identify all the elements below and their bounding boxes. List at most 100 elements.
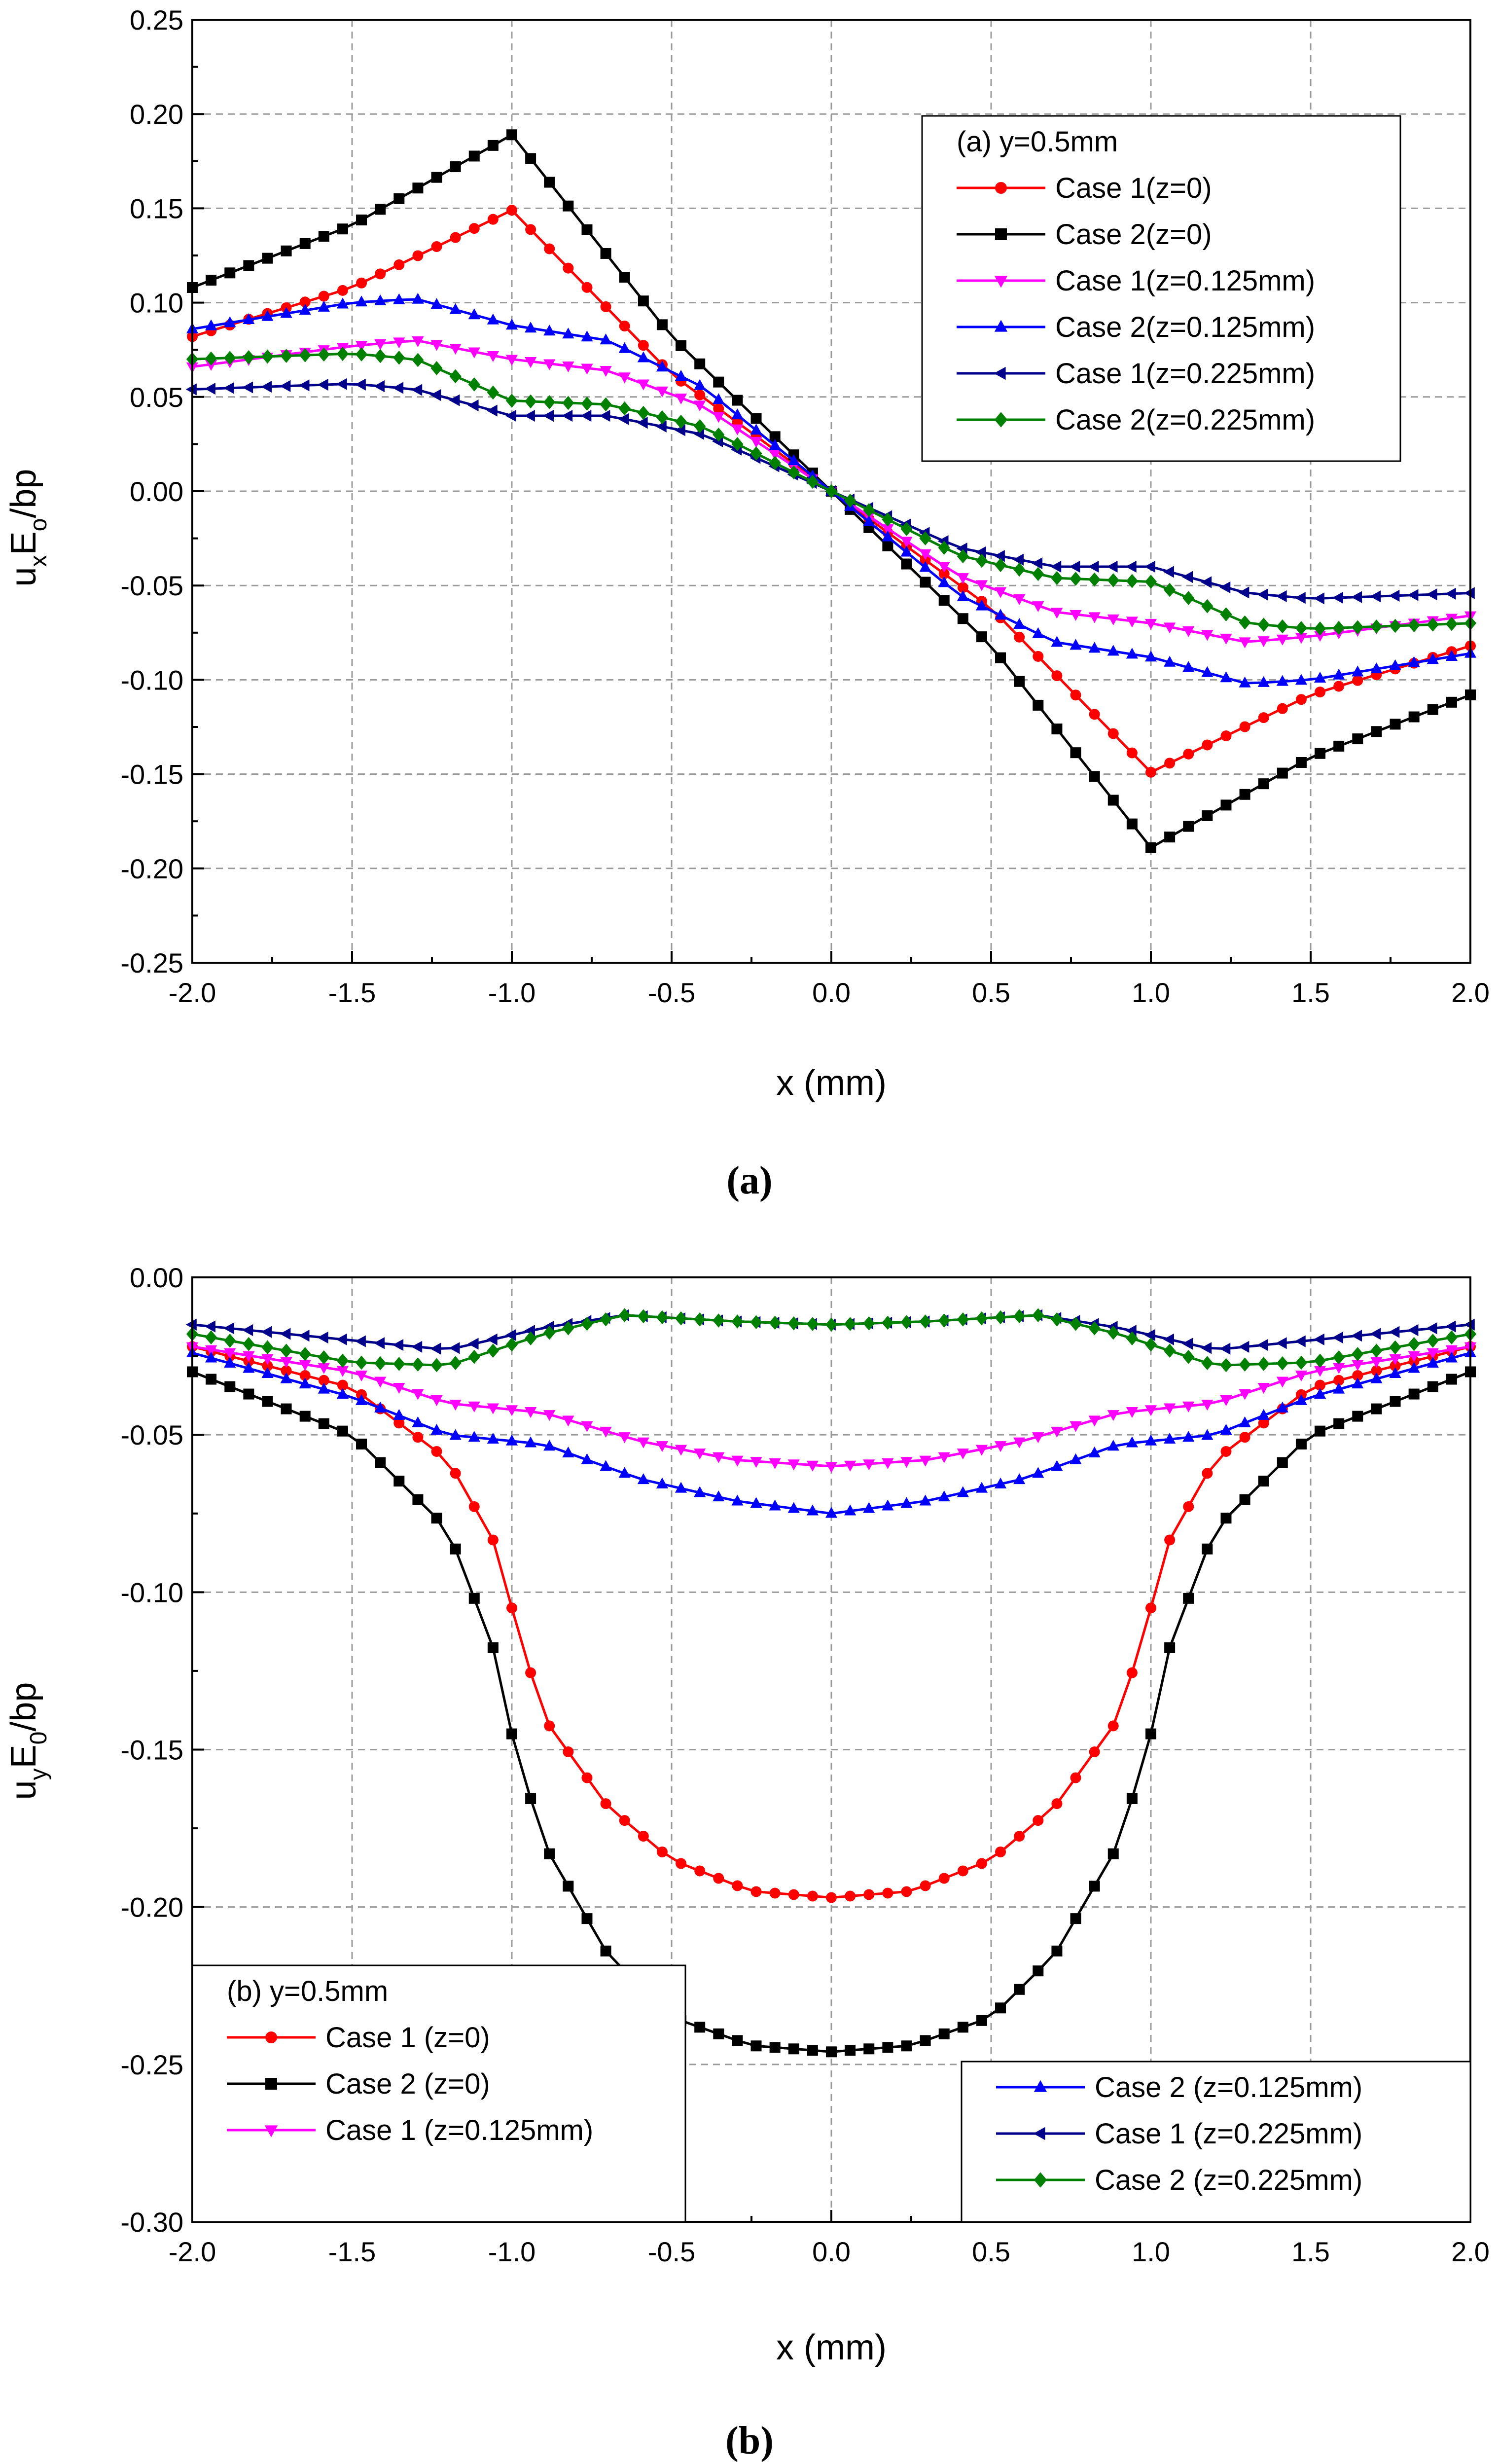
data-point xyxy=(280,307,292,318)
data-point xyxy=(1313,1333,1324,1345)
data-point xyxy=(450,232,461,243)
data-point xyxy=(806,474,819,489)
data-point xyxy=(1333,1418,1345,1429)
data-point xyxy=(525,357,537,368)
data-point xyxy=(882,1499,894,1511)
data-point xyxy=(412,182,424,194)
data-point xyxy=(618,1432,631,1444)
data-point xyxy=(261,310,274,321)
data-point xyxy=(299,238,311,249)
data-point xyxy=(788,1889,799,1900)
data-point xyxy=(1257,617,1270,632)
data-point xyxy=(1069,560,1080,573)
data-point xyxy=(261,1367,274,1378)
panel-b-legend-right: Case 2 (z=0.125mm) Case 1 (z=0.225mm) Case… xyxy=(961,2061,1471,2223)
data-point xyxy=(1014,676,1025,687)
data-point xyxy=(543,1440,556,1451)
data-point xyxy=(318,290,329,302)
data-point xyxy=(995,2002,1006,2014)
data-point xyxy=(1295,674,1308,685)
data-point xyxy=(938,1873,950,1884)
data-point xyxy=(299,1347,311,1361)
data-point xyxy=(1389,659,1401,670)
data-point xyxy=(1389,589,1400,602)
data-point xyxy=(317,1331,328,1344)
data-point xyxy=(1314,1388,1326,1399)
y-tick-label: -0.05 xyxy=(120,1419,183,1450)
data-point xyxy=(430,298,443,309)
data-point xyxy=(787,1459,800,1471)
data-point xyxy=(336,297,349,309)
legend-marker xyxy=(994,320,1008,332)
data-point xyxy=(1314,621,1326,636)
data-point xyxy=(807,1890,818,1902)
data-point xyxy=(467,399,479,412)
data-point xyxy=(957,1486,969,1497)
data-point xyxy=(449,1400,462,1411)
data-point xyxy=(1314,1353,1326,1368)
panel-a-y-axis-label: uxEo/bp xyxy=(4,469,52,587)
data-point xyxy=(1427,1348,1439,1359)
data-point xyxy=(1220,607,1232,621)
panel-b-ylabel-u: u xyxy=(4,1780,43,1800)
data-point xyxy=(694,358,706,369)
data-point xyxy=(1182,571,1193,583)
data-point xyxy=(281,1365,292,1377)
data-point xyxy=(449,394,460,406)
legend-label: Case 2(z=0.225mm) xyxy=(1055,404,1315,436)
data-point xyxy=(374,1356,387,1371)
panel-a-ylabel-sub2: o xyxy=(26,518,52,532)
data-point xyxy=(882,1315,894,1330)
data-point xyxy=(1144,575,1157,589)
legend-marker xyxy=(1034,2080,1047,2092)
data-point xyxy=(318,1382,330,1394)
data-point xyxy=(563,1746,574,1758)
panel-a-ylabel-sub1: x xyxy=(26,555,52,567)
data-point xyxy=(732,2035,743,2046)
y-tick-label: -0.20 xyxy=(120,853,183,884)
data-point xyxy=(581,330,593,342)
data-point xyxy=(1220,1446,1232,1457)
data-point xyxy=(600,1945,611,1957)
data-point xyxy=(994,587,1007,598)
data-point xyxy=(242,1324,253,1337)
data-point xyxy=(224,1357,236,1368)
data-point xyxy=(1371,1403,1382,1414)
data-point xyxy=(505,1337,518,1352)
data-point xyxy=(600,301,611,312)
panel-a: -2.0 -1.5 -1.0 -0.5 0.0 0.5 1.0 1.5 2.0 -0.25 -0.2… xyxy=(4,4,1490,1202)
data-point xyxy=(1370,662,1383,674)
data-point xyxy=(1089,1746,1100,1758)
data-point xyxy=(449,303,462,314)
data-point xyxy=(938,2028,950,2039)
data-point xyxy=(975,1482,988,1493)
y-tick-label: 0.00 xyxy=(130,1262,183,1293)
data-point xyxy=(1144,1329,1155,1341)
data-point xyxy=(374,1401,387,1413)
data-point xyxy=(994,609,1007,620)
data-point xyxy=(1238,1341,1249,1353)
legend-marker xyxy=(995,182,1007,194)
data-point xyxy=(1070,1421,1082,1432)
data-point xyxy=(882,1458,894,1469)
data-point xyxy=(1144,618,1157,630)
data-point xyxy=(1276,1337,1287,1349)
data-point xyxy=(412,250,424,261)
data-point xyxy=(1220,1358,1232,1373)
y-tick-label: -0.20 xyxy=(120,1892,183,1923)
data-point xyxy=(449,344,462,355)
data-point xyxy=(1070,1772,1081,1783)
data-point xyxy=(544,177,555,188)
legend-label: Case 1(z=0.225mm) xyxy=(1055,358,1315,390)
data-point xyxy=(1333,1382,1345,1394)
data-point xyxy=(694,419,706,434)
y-tick-label: 0.00 xyxy=(130,476,183,507)
data-point xyxy=(1013,618,1026,629)
panel-b-series-layer xyxy=(185,1308,1477,2058)
data-point xyxy=(299,348,311,362)
y-tick-label: 0.25 xyxy=(130,4,183,36)
data-point xyxy=(318,231,329,242)
data-point xyxy=(281,1403,292,1414)
data-point xyxy=(581,1316,593,1331)
data-point xyxy=(298,379,310,392)
